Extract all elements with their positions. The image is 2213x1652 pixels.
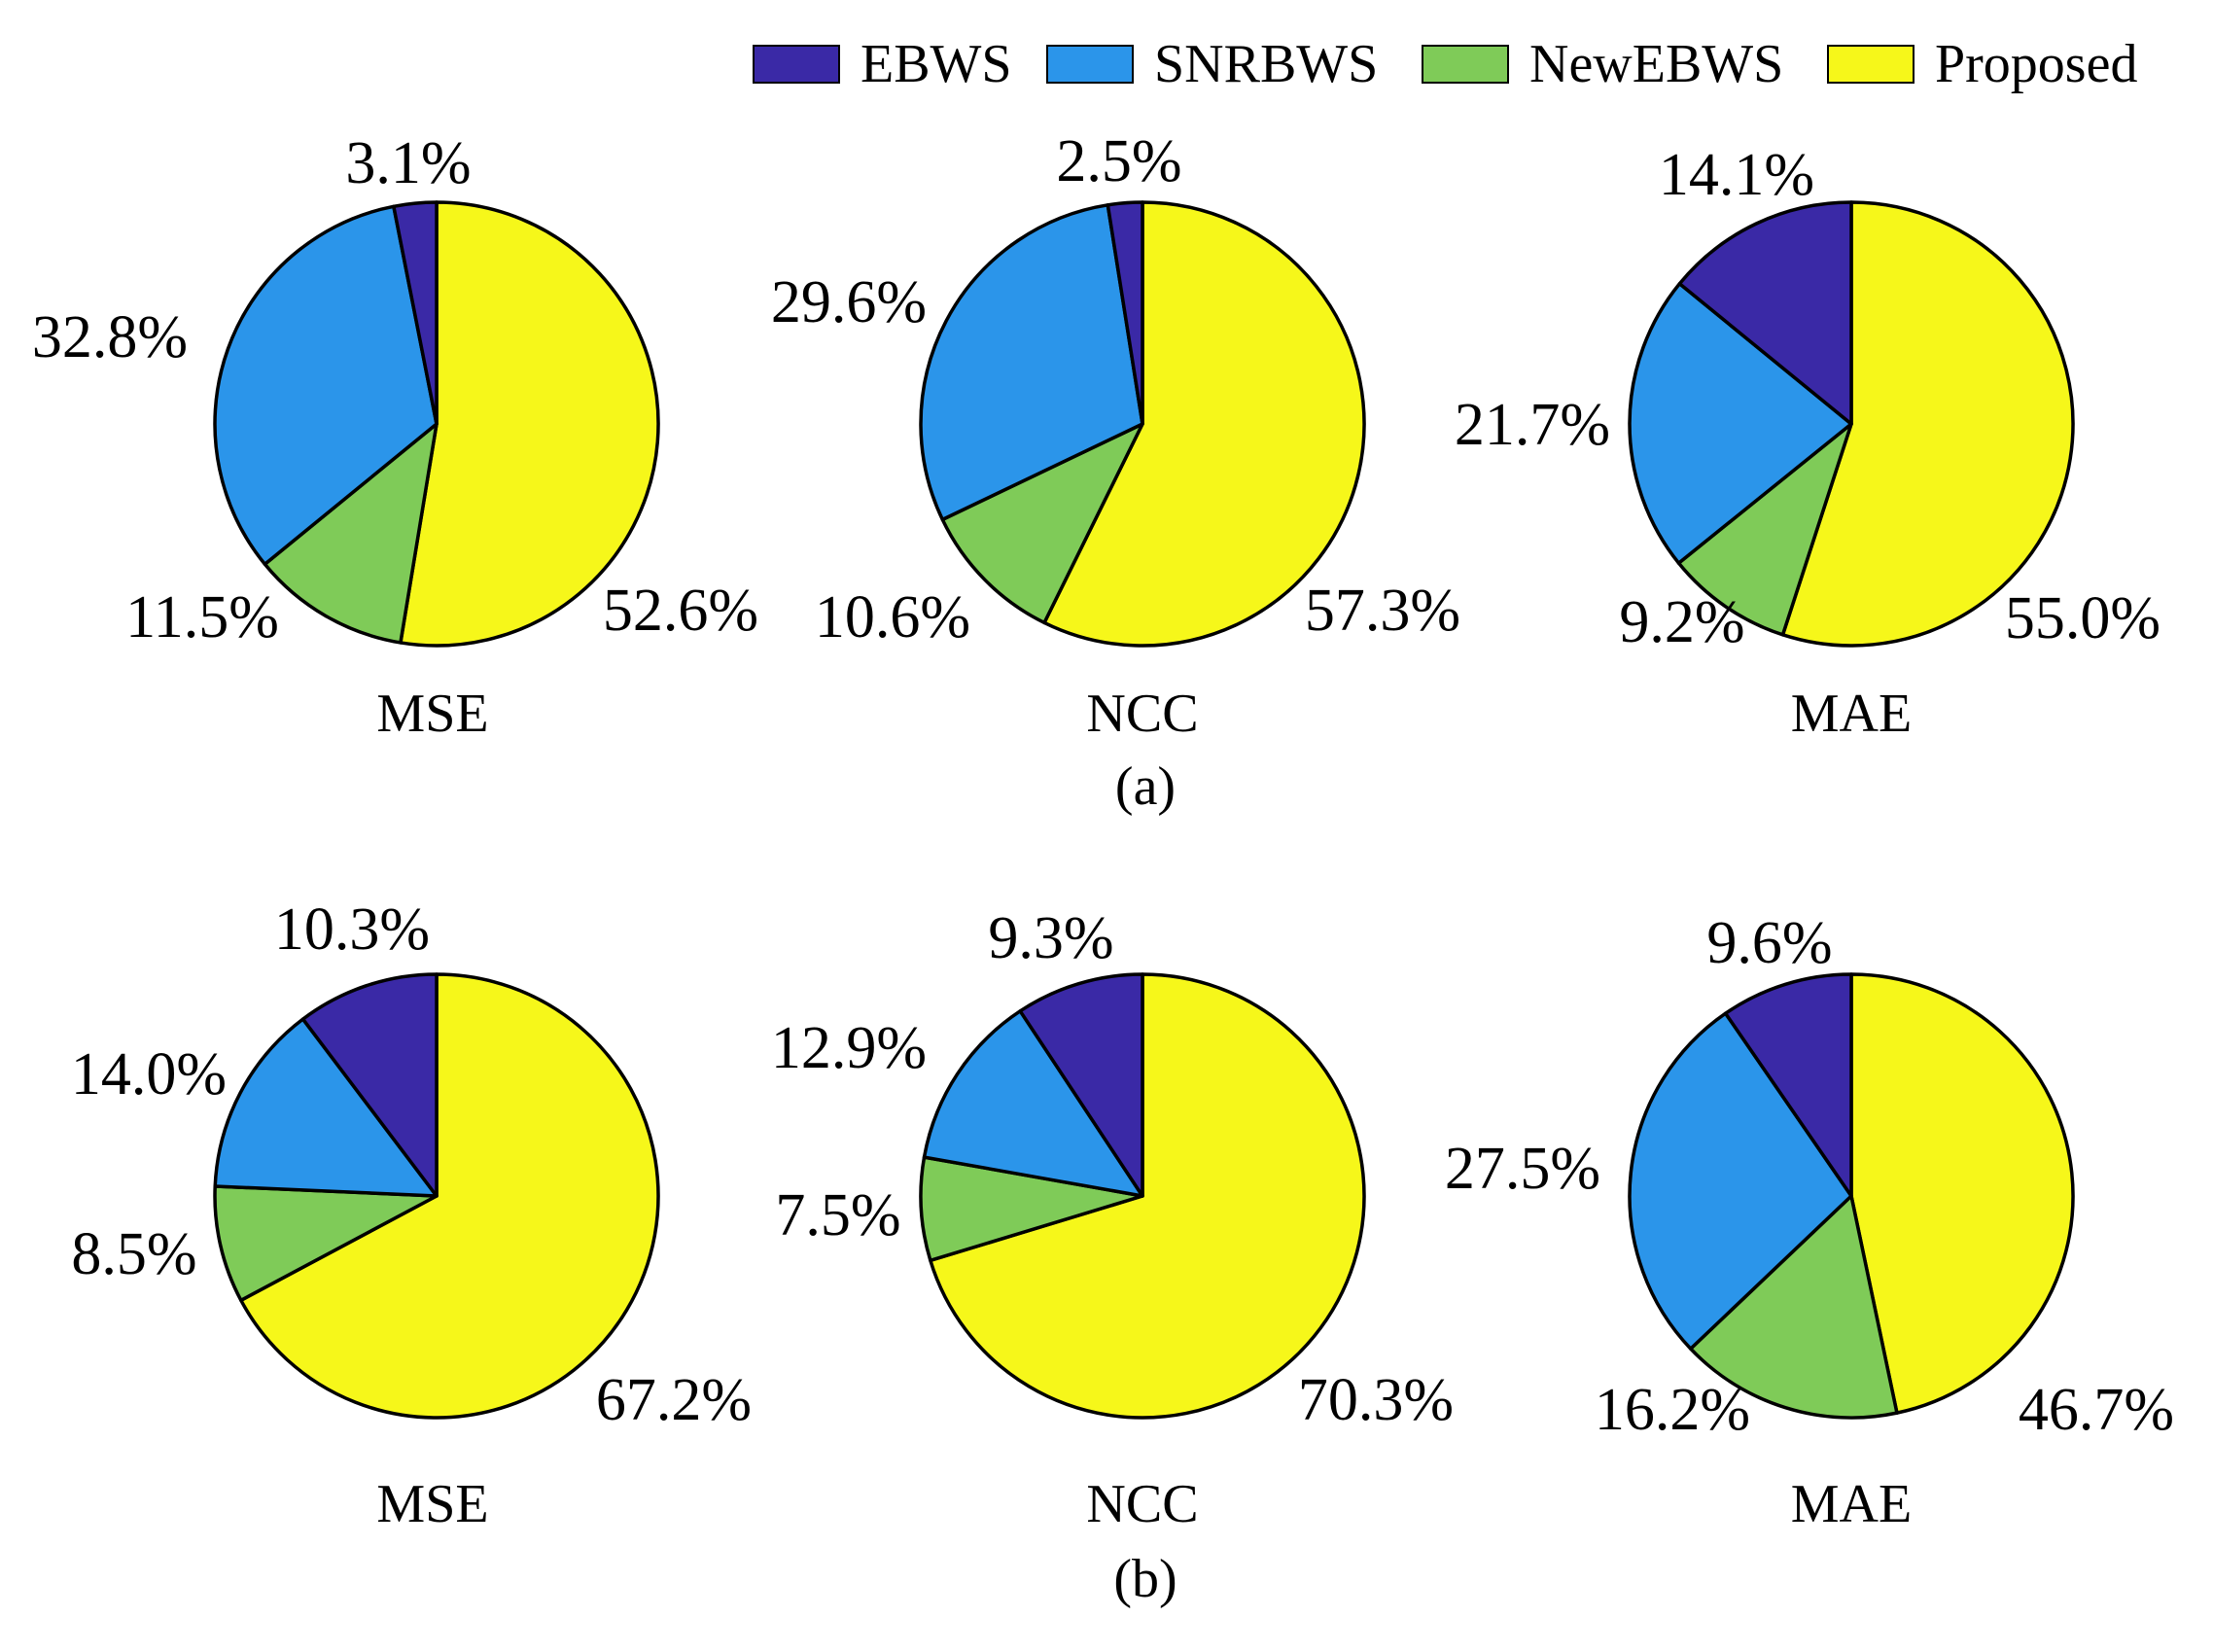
data-label-b-mse-snrbws: 14.0% <box>71 1041 227 1107</box>
pie-slice-a-mae-ebws <box>1677 200 1853 426</box>
legend-label-snrbws: SNRBWS <box>1154 34 1378 94</box>
data-label-a-mse-snrbws: 32.8% <box>32 304 188 370</box>
pie-slice-a-mae-newebws <box>1676 422 1853 637</box>
legend-item-newebws: NewEBWS <box>1422 34 1783 94</box>
pie-title-b-mse: MSE <box>376 1474 488 1534</box>
data-label-a-ncc-snrbws: 29.6% <box>771 269 927 335</box>
data-label-b-mse-newebws: 8.5% <box>71 1221 196 1287</box>
data-label-b-mae-proposed: 46.7% <box>2019 1377 2174 1443</box>
panel-label-a: (a) <box>1115 756 1176 817</box>
pie-slice-a-mse-snrbws <box>213 204 439 566</box>
pie-a-ncc: 57.3% 10.6% 29.6% 2.5% NCC <box>771 128 1460 744</box>
legend-swatch-snrbws <box>1046 45 1134 84</box>
legend-label-proposed: Proposed <box>1935 34 2137 94</box>
pie-charts: 52.6% 11.5% 32.8% 3.1% MSE 57.3% 10.6% 29.6% 2.5… <box>32 128 2174 1534</box>
pie-slice-a-mae-snrbws <box>1628 282 1853 565</box>
legend-swatch-ebws <box>753 45 840 84</box>
pie-slice-a-mse-proposed <box>399 200 660 648</box>
data-label-b-ncc-ebws: 9.3% <box>988 905 1113 971</box>
data-label-b-mae-ebws: 9.6% <box>1706 910 1832 976</box>
pie-slice-b-ncc-proposed <box>929 972 1366 1420</box>
data-label-b-ncc-newebws: 7.5% <box>775 1182 900 1248</box>
pie-slice-b-mae-proposed <box>1849 972 2075 1415</box>
legend-item-proposed: Proposed <box>1827 34 2137 94</box>
pie-a-mse: 52.6% 11.5% 32.8% 3.1% MSE <box>32 130 758 744</box>
data-label-a-mae-newebws: 9.2% <box>1619 589 1744 655</box>
pie-slice-b-ncc-ebws <box>1018 972 1144 1198</box>
pie-slice-b-mae-newebws <box>1689 1194 1899 1420</box>
pie-slice-b-mse-ebws <box>300 972 439 1198</box>
legend-swatch-newebws <box>1422 45 1509 84</box>
data-label-b-ncc-snrbws: 12.9% <box>771 1015 927 1081</box>
pie-title-a-mae: MAE <box>1791 684 1912 744</box>
data-label-a-ncc-newebws: 10.6% <box>815 584 970 650</box>
pie-slice-b-ncc-newebws <box>919 1155 1144 1263</box>
legend-label-ebws: EBWS <box>861 34 1012 94</box>
data-label-a-mse-proposed: 52.6% <box>603 578 758 644</box>
data-label-a-ncc-ebws: 2.5% <box>1056 128 1181 194</box>
pie-slice-a-mae-proposed <box>1780 200 2075 648</box>
data-label-b-ncc-proposed: 70.3% <box>1298 1367 1454 1433</box>
pie-slice-b-mse-newebws <box>213 1184 439 1303</box>
legend-label-newebws: NewEBWS <box>1529 34 1783 94</box>
data-label-a-ncc-proposed: 57.3% <box>1305 578 1460 644</box>
pie-slice-a-ncc-newebws <box>940 422 1144 625</box>
pie-slice-a-mse-newebws <box>263 422 439 645</box>
pie-b-mae: 46.7% 16.2% 27.5% 9.6% MAE <box>1445 910 2174 1534</box>
pie-slice-b-mae-snrbws <box>1628 1011 1853 1351</box>
pie-slice-b-mse-snrbws <box>213 1017 439 1198</box>
pie-slice-a-ncc-ebws <box>1106 200 1144 426</box>
pie-slice-b-mse-proposed <box>239 972 660 1420</box>
data-label-a-mae-ebws: 14.1% <box>1659 142 1814 208</box>
pie-slice-b-ncc-snrbws <box>922 1009 1144 1198</box>
pie-slice-a-mse-ebws <box>392 200 439 426</box>
panel-label-b: (b) <box>1113 1549 1177 1609</box>
pie-a-mae: 55.0% 9.2% 21.7% 14.1% MAE <box>1455 142 2160 744</box>
pie-slice-b-mae-ebws <box>1723 972 1853 1198</box>
data-label-a-mse-ebws: 3.1% <box>345 130 471 196</box>
pie-title-a-ncc: NCC <box>1086 684 1198 744</box>
pie-title-a-mse: MSE <box>376 684 488 744</box>
legend-item-snrbws: SNRBWS <box>1046 34 1378 94</box>
data-label-b-mse-ebws: 10.3% <box>274 896 430 963</box>
pie-title-b-mae: MAE <box>1791 1474 1912 1534</box>
pie-slice-a-ncc-proposed <box>1042 200 1366 648</box>
pie-b-ncc: 70.3% 7.5% 12.9% 9.3% NCC <box>771 905 1454 1534</box>
data-label-b-mse-proposed: 67.2% <box>596 1367 752 1433</box>
data-label-a-mae-proposed: 55.0% <box>2005 585 2160 651</box>
pie-slice-a-ncc-snrbws <box>919 203 1144 522</box>
legend: EBWS SNRBWS NewEBWS Proposed <box>753 34 2137 94</box>
legend-swatch-proposed <box>1827 45 1914 84</box>
data-label-b-mae-newebws: 16.2% <box>1595 1377 1750 1443</box>
pie-b-mse: 67.2% 8.5% 14.0% 10.3% MSE <box>71 896 752 1534</box>
data-label-a-mse-newebws: 11.5% <box>125 584 279 650</box>
data-label-a-mae-snrbws: 21.7% <box>1455 392 1610 458</box>
data-label-b-mae-snrbws: 27.5% <box>1445 1136 1600 1202</box>
pie-title-b-ncc: NCC <box>1086 1474 1198 1534</box>
legend-item-ebws: EBWS <box>753 34 1012 94</box>
